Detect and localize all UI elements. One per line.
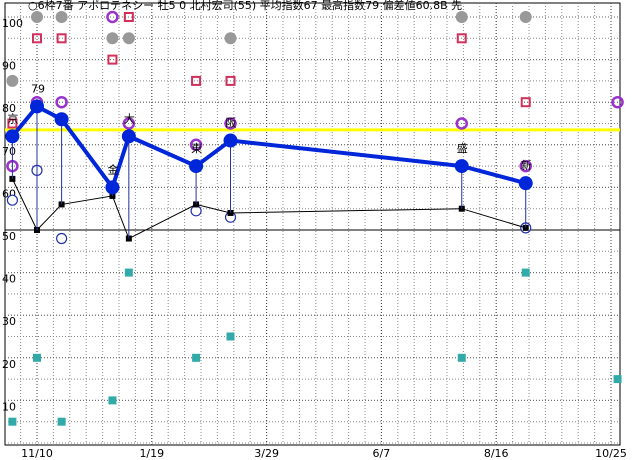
marker (6, 194, 18, 206)
chart-title: ○6枠7番 アポロテネシー 牡5 0 北村宏司(55) 平均指数67 最高指数7… (28, 0, 462, 12)
marker (55, 232, 68, 245)
marker (454, 159, 469, 174)
marker (106, 10, 119, 24)
marker (224, 117, 237, 130)
y-tick-label: 40 (2, 273, 16, 286)
point-label: 金 (107, 162, 118, 176)
marker (106, 32, 119, 45)
y-tick-label: 20 (2, 358, 16, 371)
marker (611, 95, 624, 109)
marker (192, 353, 201, 362)
value-label: 79 (31, 82, 45, 95)
marker (455, 11, 468, 23)
point-label: 大 (124, 111, 135, 125)
marker (122, 117, 136, 130)
point-label: 新 (521, 158, 532, 172)
y-tick-label: 50 (2, 230, 16, 243)
x-tick-label: 3/29 (254, 447, 279, 460)
marker (121, 129, 136, 144)
x-tick-label: 6/7 (373, 447, 391, 460)
marker (123, 12, 134, 22)
marker (455, 117, 469, 130)
marker (55, 11, 68, 23)
x-tick-label: 1/19 (139, 447, 164, 460)
marker (122, 32, 135, 45)
point-label: 京 (7, 111, 18, 125)
marker (124, 268, 133, 277)
marker (108, 396, 117, 405)
y-tick-label: 90 (2, 60, 16, 73)
point-label: 東 (191, 142, 202, 155)
marker (8, 417, 17, 426)
marker (54, 112, 69, 127)
marker (32, 33, 42, 44)
y-tick-label: 10 (2, 400, 16, 413)
x-tick-label: 8/16 (484, 447, 509, 460)
marker (226, 332, 235, 341)
marker (105, 180, 120, 195)
point-label: 盛 (457, 141, 468, 155)
marker (6, 74, 19, 87)
marker (457, 353, 466, 362)
x-tick-label: 11/10 (21, 447, 53, 460)
point-label: 阪 (226, 116, 237, 130)
marker (189, 138, 203, 152)
marker (57, 417, 66, 426)
plot-frame (4, 2, 621, 446)
marker (519, 159, 532, 173)
marker (56, 33, 67, 44)
marker (520, 97, 531, 108)
y-tick-label: 70 (2, 145, 16, 158)
marker (521, 268, 530, 277)
marker (189, 159, 204, 174)
marker (33, 353, 41, 362)
marker (223, 133, 238, 148)
y-tick-label: 80 (2, 102, 16, 115)
marker (30, 99, 44, 114)
marker (7, 118, 18, 129)
marker (224, 32, 237, 45)
marker (107, 54, 118, 65)
y-tick-label: 30 (2, 315, 16, 328)
y-tick-label: 100 (2, 17, 23, 30)
marker (31, 11, 43, 23)
marker (613, 375, 622, 384)
marker (225, 75, 236, 86)
marker (191, 75, 202, 86)
series-line (10, 103, 527, 192)
marker (456, 33, 467, 44)
marker (518, 176, 533, 191)
marker (5, 129, 20, 144)
x-tick-label: 10/25 (595, 447, 627, 460)
marker (519, 11, 532, 23)
marker (55, 95, 68, 109)
